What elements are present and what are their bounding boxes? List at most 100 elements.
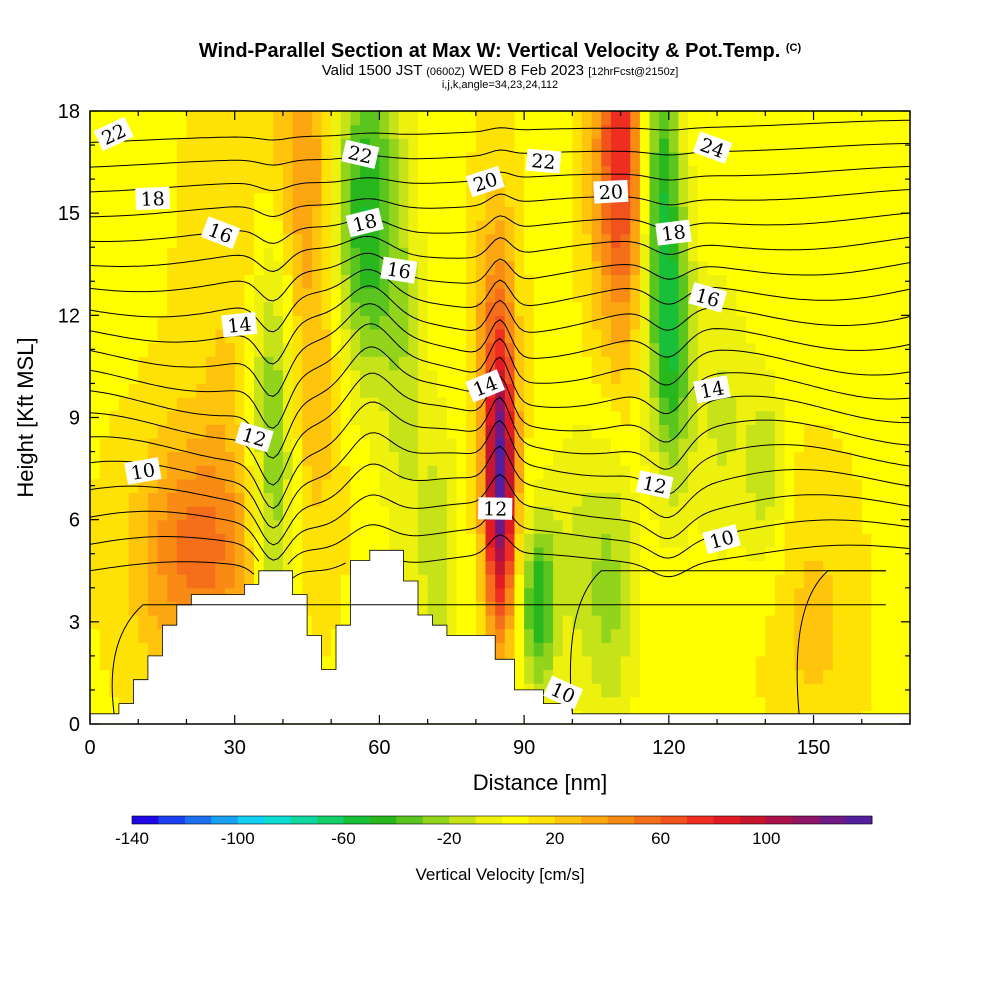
velocity-cell bbox=[369, 492, 381, 507]
velocity-cell bbox=[688, 315, 699, 330]
velocity-cell bbox=[890, 424, 901, 439]
velocity-cell bbox=[157, 615, 168, 630]
velocity-cell bbox=[118, 206, 130, 221]
velocity-cell bbox=[273, 260, 284, 276]
velocity-cell bbox=[167, 328, 178, 344]
velocity-cell bbox=[118, 369, 130, 385]
velocity-cell bbox=[418, 192, 429, 207]
velocity-cell bbox=[244, 356, 255, 371]
velocity-cell bbox=[389, 274, 400, 289]
velocity-cell bbox=[755, 642, 766, 657]
velocity-cell bbox=[630, 397, 641, 412]
velocity-cell bbox=[562, 574, 573, 589]
velocity-cell bbox=[350, 342, 361, 357]
velocity-cell bbox=[485, 219, 496, 235]
velocity-cell bbox=[167, 111, 178, 126]
velocity-cell bbox=[263, 233, 274, 248]
velocity-cell bbox=[591, 546, 602, 562]
velocity-cell bbox=[755, 437, 766, 453]
velocity-cell bbox=[254, 356, 265, 371]
velocity-cell bbox=[475, 356, 487, 371]
velocity-cell bbox=[254, 179, 265, 194]
velocity-cell bbox=[504, 206, 516, 221]
velocity-cell bbox=[360, 492, 371, 507]
grid-indices: i,j,k,angle=34,23,24,112 bbox=[441, 79, 559, 91]
velocity-cell bbox=[215, 192, 226, 207]
velocity-cell bbox=[582, 138, 593, 153]
velocity-cell bbox=[254, 478, 265, 494]
velocity-cell bbox=[254, 369, 265, 385]
velocity-cell bbox=[668, 328, 680, 344]
velocity-cell bbox=[890, 533, 901, 548]
velocity-cell bbox=[697, 669, 709, 684]
velocity-cell bbox=[871, 560, 882, 575]
velocity-cell bbox=[553, 574, 564, 589]
velocity-cell bbox=[311, 437, 323, 453]
velocity-cell bbox=[688, 683, 699, 698]
velocity-cell bbox=[273, 546, 284, 562]
velocity-cell bbox=[147, 301, 159, 316]
velocity-cell bbox=[244, 369, 255, 385]
velocity-cell bbox=[244, 274, 255, 289]
velocity-cell bbox=[176, 233, 188, 248]
velocity-cell bbox=[601, 260, 612, 276]
velocity-cell bbox=[427, 138, 438, 153]
velocity-cell bbox=[196, 151, 207, 167]
velocity-cell bbox=[813, 138, 824, 153]
velocity-cell bbox=[311, 478, 323, 494]
velocity-cell bbox=[726, 219, 737, 235]
velocity-cell bbox=[533, 247, 545, 262]
velocity-cell bbox=[668, 465, 680, 480]
velocity-cell bbox=[659, 301, 670, 316]
velocity-cell bbox=[524, 410, 535, 425]
velocity-cell bbox=[254, 192, 265, 207]
velocity-cell bbox=[688, 301, 699, 316]
velocity-cell bbox=[784, 628, 795, 643]
velocity-cell bbox=[176, 397, 188, 412]
velocity-cell bbox=[524, 574, 535, 589]
velocity-cell bbox=[437, 437, 448, 453]
velocity-cell bbox=[765, 410, 776, 425]
velocity-cell bbox=[157, 533, 168, 548]
velocity-cell bbox=[736, 247, 747, 262]
velocity-cell bbox=[610, 437, 622, 453]
velocity-cell bbox=[852, 233, 863, 248]
velocity-cell bbox=[485, 111, 496, 126]
velocity-cell bbox=[504, 410, 516, 425]
velocity-cell bbox=[466, 451, 477, 466]
velocity-cell bbox=[369, 383, 381, 398]
velocity-cell bbox=[157, 288, 168, 303]
velocity-cell bbox=[495, 628, 506, 643]
colorbar-swatch bbox=[581, 816, 609, 824]
velocity-cell bbox=[881, 506, 892, 521]
velocity-cell bbox=[601, 219, 612, 235]
velocity-cell bbox=[485, 288, 496, 303]
velocity-cell bbox=[408, 478, 419, 494]
velocity-cell bbox=[485, 328, 496, 344]
velocity-cell bbox=[215, 410, 226, 425]
velocity-cell bbox=[128, 179, 139, 194]
velocity-cell bbox=[707, 437, 718, 453]
velocity-cell bbox=[418, 247, 429, 262]
velocity-cell bbox=[504, 111, 516, 126]
velocity-cell bbox=[823, 315, 834, 330]
velocity-cell bbox=[736, 206, 747, 221]
velocity-cell bbox=[167, 219, 178, 235]
velocity-cell bbox=[90, 519, 101, 534]
velocity-cell bbox=[205, 124, 217, 139]
velocity-cell bbox=[360, 260, 371, 276]
velocity-cell bbox=[755, 410, 766, 425]
velocity-cell bbox=[774, 669, 786, 684]
velocity-cell bbox=[794, 369, 805, 385]
velocity-cell bbox=[147, 492, 159, 507]
velocity-cell bbox=[688, 424, 699, 439]
velocity-cell bbox=[456, 492, 467, 507]
velocity-cell bbox=[871, 587, 882, 602]
velocity-cell bbox=[90, 315, 101, 330]
velocity-cell bbox=[591, 560, 602, 575]
velocity-cell bbox=[446, 247, 458, 262]
velocity-cell bbox=[591, 574, 602, 589]
velocity-cell bbox=[630, 219, 641, 235]
velocity-cell bbox=[389, 301, 400, 316]
velocity-cell bbox=[553, 124, 564, 139]
